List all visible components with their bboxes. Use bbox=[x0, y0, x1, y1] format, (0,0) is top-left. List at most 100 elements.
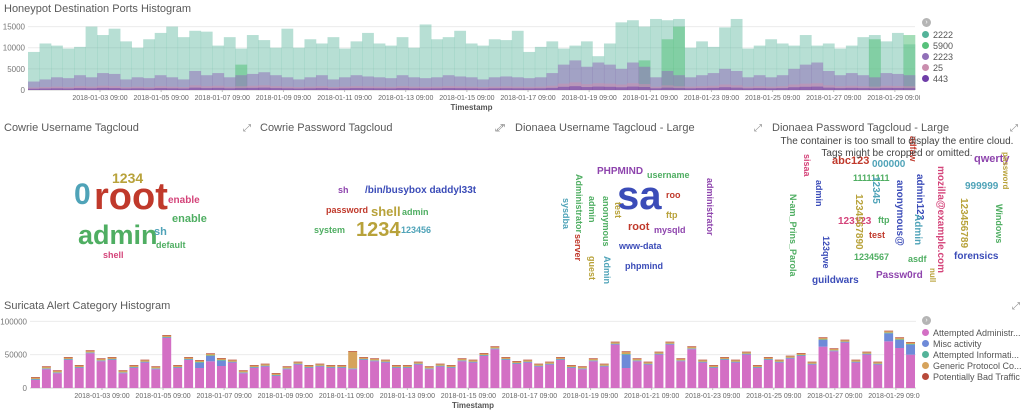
tag[interactable]: 000000 bbox=[872, 159, 906, 170]
tag[interactable]: guildwars bbox=[812, 275, 859, 286]
legend-item[interactable]: 25 bbox=[922, 62, 953, 73]
series-bar-Misc activity bbox=[807, 364, 817, 365]
suricata-chart: 0 50000 100000 2018-01-03 09:00 2018-01-05 0… bbox=[0, 317, 920, 410]
series-bar-25 bbox=[108, 86, 121, 90]
tag[interactable]: mozilla@example.com bbox=[935, 166, 946, 274]
series-bar-Misc activity bbox=[556, 359, 565, 360]
tag[interactable]: asdf bbox=[908, 254, 927, 264]
series-bar-443 bbox=[903, 88, 916, 90]
series-bar-443 bbox=[408, 88, 420, 90]
tag[interactable]: 0 bbox=[74, 178, 91, 211]
tag[interactable]: www-data bbox=[619, 241, 662, 251]
x-tick-label: 2018-01-15 09:00 bbox=[439, 95, 494, 102]
tag[interactable]: test bbox=[869, 230, 886, 240]
tag[interactable]: password bbox=[326, 205, 369, 215]
tag[interactable]: 12345 bbox=[870, 176, 881, 204]
tag[interactable]: ftp bbox=[666, 210, 678, 220]
series-bar-443 bbox=[580, 87, 593, 90]
tag[interactable]: adfaw bbox=[908, 136, 918, 162]
tag[interactable]: Administrator bbox=[574, 174, 584, 234]
tag[interactable]: anonymous@ bbox=[894, 180, 905, 246]
expand-icon[interactable]: ⤢ bbox=[243, 123, 251, 134]
series-bar-2223 bbox=[315, 75, 328, 90]
tag[interactable]: qwerty bbox=[974, 153, 1010, 165]
tag[interactable]: 123456789 bbox=[958, 198, 969, 249]
tag[interactable]: phpmind bbox=[625, 261, 663, 271]
tag[interactable]: admin bbox=[78, 220, 158, 250]
tag[interactable]: 1234567890 bbox=[853, 194, 864, 250]
tag[interactable]: 123123 bbox=[838, 216, 872, 227]
legend-toggle-icon[interactable]: › bbox=[922, 18, 931, 27]
tag[interactable]: 999999 bbox=[965, 181, 999, 192]
series-bar-Generic Protocol Co... bbox=[435, 364, 445, 366]
tag[interactable]: roo bbox=[666, 190, 681, 200]
tag[interactable]: administrator bbox=[705, 178, 715, 236]
tag[interactable]: username bbox=[647, 170, 690, 180]
tag[interactable]: anonymous bbox=[601, 196, 611, 247]
series-bar-Attempted Administr... bbox=[851, 362, 861, 388]
tag[interactable]: PHPMIND bbox=[597, 166, 644, 177]
tag[interactable]: ftp bbox=[878, 215, 890, 225]
tag[interactable]: server bbox=[573, 234, 583, 262]
expand-icon[interactable]: ⤢ bbox=[1012, 301, 1020, 312]
series-bar-443 bbox=[454, 88, 467, 90]
legend-item[interactable]: 5900 bbox=[922, 40, 953, 51]
tag[interactable]: admin bbox=[402, 207, 429, 217]
tag[interactable]: 11111111 bbox=[853, 173, 890, 183]
tag[interactable]: Passw0rd bbox=[876, 270, 923, 281]
tag[interactable]: Windows bbox=[994, 204, 1004, 244]
tag[interactable]: null bbox=[928, 268, 937, 283]
series-bar-Potentially Bad Traffic bbox=[501, 357, 511, 358]
legend-item[interactable]: Misc activity bbox=[922, 338, 1022, 349]
series-bar-2223 bbox=[880, 73, 893, 90]
tag[interactable]: Admin bbox=[912, 214, 923, 246]
tag[interactable]: 1234 bbox=[112, 170, 144, 186]
tag[interactable]: 123456 bbox=[401, 225, 432, 235]
tag[interactable]: 123qwe bbox=[821, 236, 831, 269]
tag[interactable]: /bin/busybox daddyl33t bbox=[365, 185, 477, 196]
expand-icon[interactable]: ⤢ bbox=[754, 123, 762, 134]
legend-item[interactable]: 2222 bbox=[922, 29, 953, 40]
series-bar-Generic Protocol Co... bbox=[610, 342, 620, 344]
tag[interactable]: password bbox=[1001, 152, 1010, 190]
series-bar-Potentially Bad Traffic bbox=[468, 359, 478, 361]
legend-item[interactable]: Attempted Administr... bbox=[922, 327, 1022, 338]
legend-item[interactable]: Attempted Informati... bbox=[922, 349, 1022, 360]
tag[interactable]: admin bbox=[587, 196, 597, 223]
tag[interactable]: shell bbox=[371, 204, 401, 219]
legend-toggle-icon[interactable]: › bbox=[922, 316, 931, 325]
tag[interactable]: 1234567 bbox=[854, 252, 890, 262]
tag[interactable]: admin123 bbox=[914, 174, 925, 221]
tag[interactable]: sh bbox=[154, 226, 167, 238]
tag[interactable]: sysdba bbox=[561, 198, 571, 230]
tag[interactable]: sh bbox=[338, 185, 349, 195]
tag[interactable]: test bbox=[613, 202, 623, 219]
tag[interactable]: root bbox=[628, 221, 650, 233]
tag[interactable]: enable bbox=[168, 195, 200, 206]
tag[interactable]: 1234 bbox=[356, 219, 401, 241]
tag[interactable]: system bbox=[314, 225, 346, 235]
tag[interactable]: sisaa bbox=[802, 154, 812, 177]
series-bar-Attempted Administr... bbox=[479, 356, 489, 388]
tag[interactable]: N-am_Prins_Parola bbox=[788, 194, 798, 277]
legend-item[interactable]: 443 bbox=[922, 73, 953, 84]
tag[interactable]: forensics bbox=[954, 251, 999, 262]
legend-item[interactable]: Generic Protocol Co... bbox=[922, 360, 1022, 371]
expand-icon[interactable]: ⤢ bbox=[495, 123, 503, 134]
tag[interactable]: admin bbox=[814, 180, 824, 207]
tag[interactable]: enable bbox=[172, 213, 207, 225]
tag[interactable]: Admin bbox=[602, 256, 612, 284]
tag[interactable]: guest bbox=[587, 256, 597, 281]
legend-item[interactable]: Potentially Bad Traffic bbox=[922, 371, 1022, 382]
x-tick-label: 2018-01-13 09:00 bbox=[380, 393, 435, 400]
tag[interactable]: shell bbox=[103, 250, 124, 260]
series-bar-Generic Protocol Co... bbox=[862, 352, 872, 354]
tag[interactable]: sa bbox=[617, 174, 662, 218]
tag[interactable]: root bbox=[94, 176, 168, 218]
expand-icon[interactable]: ⤢ bbox=[1010, 123, 1018, 134]
tag[interactable]: default bbox=[156, 240, 186, 250]
legend-item[interactable]: 2223 bbox=[922, 51, 953, 62]
tag[interactable]: abc123 bbox=[832, 155, 870, 167]
expand-icon[interactable]: ⤢ bbox=[497, 123, 505, 134]
tag[interactable]: mysqld bbox=[654, 225, 686, 235]
